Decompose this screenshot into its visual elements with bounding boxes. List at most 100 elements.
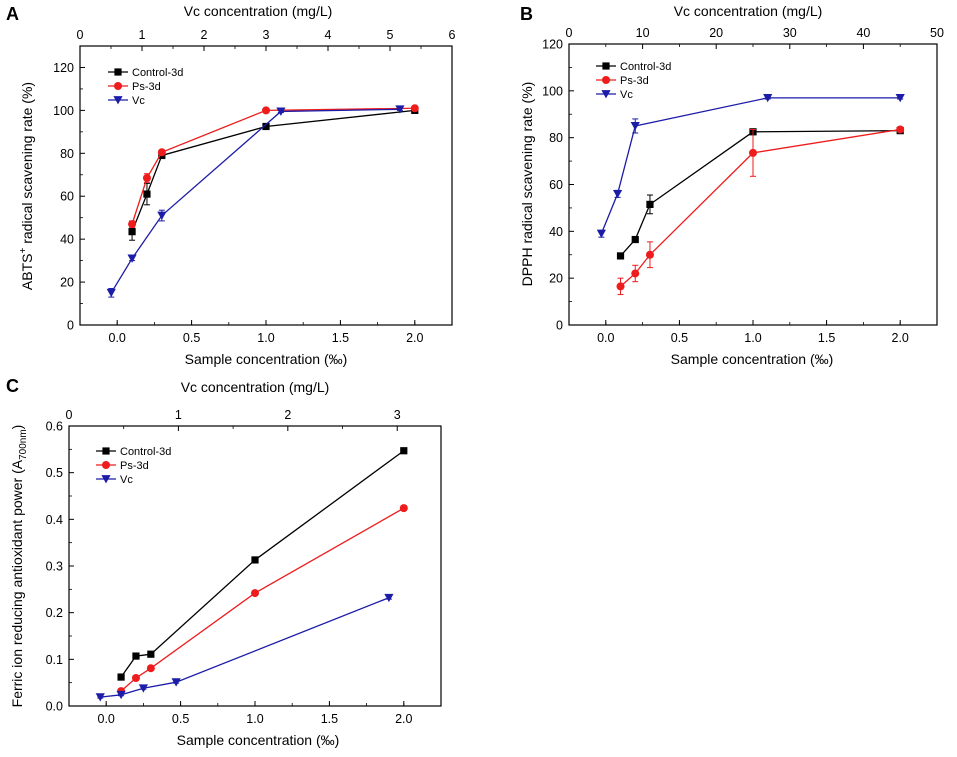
series-line <box>131 109 415 232</box>
data-point <box>128 228 136 236</box>
data-point <box>631 269 640 278</box>
x-axis-title: Sample concentration (‰) <box>185 351 348 367</box>
x2-axis-title: Vc concentration (mg/L) <box>184 3 333 19</box>
x2-tick-label: 40 <box>856 26 870 40</box>
y-tick-label: 20 <box>60 276 74 290</box>
x2-tick-label: 3 <box>263 28 270 42</box>
x2-tick-label: 10 <box>636 26 650 40</box>
data-point <box>171 678 181 687</box>
y-axis-title: Ferric ion reducing antioxidant power (A… <box>9 425 29 708</box>
data-point <box>616 252 625 260</box>
y-axis-title-sup: + <box>18 248 29 254</box>
data-point <box>276 107 286 116</box>
data-point <box>147 650 155 658</box>
x-tick-label: 1.5 <box>321 712 338 726</box>
y-axis-title-sub: 700nm <box>18 429 29 460</box>
x2-tick-label: 30 <box>783 26 797 40</box>
data-point <box>117 673 125 681</box>
legend-marker <box>102 447 110 455</box>
y-axis-title-main: DPPH radical scavening rate (%) <box>519 82 535 287</box>
panel-c: C 0.0 0.5 1.0 1.5 2.0 0.0 0.1 0.2 0.3 0.4 0.5 0.60 1 2… <box>6 376 442 748</box>
legend-label: Control-3d <box>132 67 183 79</box>
x2-tick-label: 0 <box>77 28 84 42</box>
y-tick-label: 40 <box>549 225 563 239</box>
panel-letter: C <box>6 376 19 396</box>
series-control-3d <box>117 447 408 681</box>
data-point <box>616 282 625 291</box>
x2-tick-label: 1 <box>175 408 182 422</box>
x-tick-label: 0.5 <box>671 331 688 345</box>
x-tick-label: 1.5 <box>332 331 349 345</box>
y-tick-label: 0.6 <box>46 420 63 434</box>
data-point <box>157 148 166 157</box>
y-tick-label: 120 <box>542 38 563 52</box>
legend-marker <box>114 68 122 76</box>
series-line <box>110 108 400 294</box>
y-axis-title-main: ABTS <box>19 254 35 291</box>
x2-axis-title: Vc concentration (mg/L) <box>181 379 330 395</box>
legend-marker <box>101 475 111 484</box>
series-line <box>620 129 901 257</box>
x2-tick-label: 3 <box>394 408 401 422</box>
data-point <box>596 229 606 239</box>
legend: Control-3d Ps-3d Vc <box>596 61 671 101</box>
data-point <box>384 593 394 603</box>
y-tick-label: 0 <box>67 319 74 333</box>
data-point <box>395 105 405 114</box>
data-point <box>410 104 419 113</box>
legend-label: Control-3d <box>120 446 171 458</box>
data-point <box>763 93 773 103</box>
legend-marker <box>602 76 610 84</box>
series-vc <box>596 93 905 239</box>
data-point <box>400 447 408 455</box>
data-point <box>128 220 137 229</box>
y-tick-label: 60 <box>60 190 74 204</box>
data-point <box>138 684 148 693</box>
legend-label: Ps-3d <box>620 75 649 87</box>
panel-letter: A <box>6 4 19 24</box>
y-tick-label: 0.4 <box>46 513 63 527</box>
data-point <box>142 173 151 182</box>
legend-marker <box>102 461 110 469</box>
y-tick-label: 60 <box>549 178 563 192</box>
x-tick-label: 1.0 <box>257 331 274 345</box>
legend-label: Vc <box>132 95 145 107</box>
series-ps-3d <box>128 104 419 229</box>
y-tick-label: 120 <box>53 61 74 75</box>
series-line <box>120 507 405 692</box>
data-point <box>146 664 155 673</box>
data-point <box>157 211 167 220</box>
legend-marker <box>113 96 123 105</box>
series-line <box>620 128 901 287</box>
x-tick-label: 0.5 <box>172 712 189 726</box>
data-point <box>895 93 905 103</box>
legend-label: Ps-3d <box>132 81 161 93</box>
data-point <box>399 504 408 513</box>
series-line <box>120 450 405 678</box>
y-tick-label: 20 <box>549 272 563 286</box>
legend-label: Ps-3d <box>120 460 149 472</box>
x-tick-label: 0.0 <box>597 331 614 345</box>
x2-tick-label: 20 <box>709 26 723 40</box>
panel-letter: B <box>520 4 533 24</box>
legend: Control-3d Ps-3d Vc <box>96 446 171 486</box>
data-point <box>646 200 654 209</box>
x2-tick-label: 0 <box>566 26 573 40</box>
series-vc <box>106 105 405 298</box>
x2-axis-title: Vc concentration (mg/L) <box>674 3 823 19</box>
data-point <box>116 690 126 700</box>
data-point <box>612 189 623 199</box>
x-tick-label: 2.0 <box>406 331 423 345</box>
data-point <box>262 106 270 115</box>
series-control-3d <box>616 127 904 260</box>
y-tick-label: 100 <box>542 84 563 98</box>
legend-label: Control-3d <box>620 61 671 73</box>
data-point <box>262 122 270 131</box>
data-point <box>95 693 105 702</box>
x2-tick-label: 50 <box>930 26 944 40</box>
y-axis-title-main: Ferric ion reducing antioxidant power (A <box>9 459 25 707</box>
series-line <box>100 597 390 698</box>
x-tick-label: 0.0 <box>98 712 115 726</box>
series-ps-3d <box>616 125 905 296</box>
